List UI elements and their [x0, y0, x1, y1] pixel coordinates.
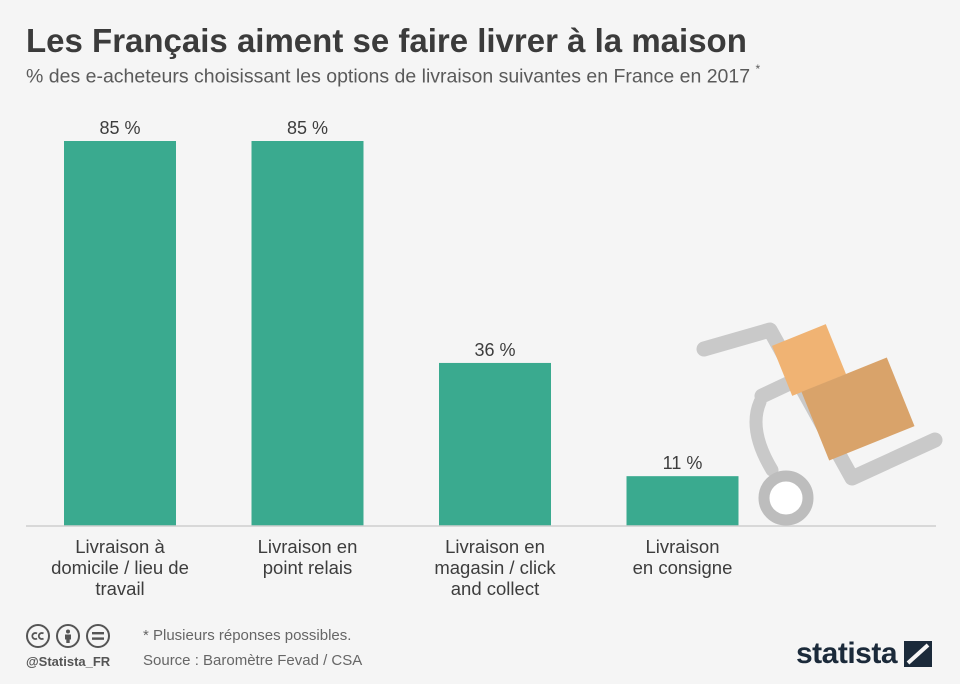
value-label-4: 11 % [663, 453, 703, 473]
value-label-1: 85 % [99, 118, 140, 138]
wheel [758, 470, 814, 526]
category-label-1-line-2: domicile / lieu de [51, 557, 189, 578]
category-label-3-line-1: Livraison en [445, 536, 545, 557]
hand-truck-rail [749, 395, 779, 477]
chart-title: Les Français aiment se faire livrer à la… [26, 22, 747, 59]
statista-logo[interactable]: statista [796, 637, 933, 671]
statista-logo-icon [904, 641, 933, 667]
footnote: * Plusieurs réponses possibles. [143, 627, 352, 644]
attribution-icon [56, 624, 80, 648]
bar-2 [251, 141, 364, 526]
bars-group [64, 141, 739, 526]
category-label-2-line-2: point relais [263, 557, 352, 578]
license-icons [26, 624, 110, 648]
category-label-2-line-1: Livraison en [258, 536, 358, 557]
category-label-3-line-2: magasin / click [434, 557, 556, 578]
large-box [801, 357, 915, 461]
value-labels-group: 85 % 85 % 36 % 11 % [99, 118, 702, 473]
bar-4 [626, 476, 739, 526]
category-label-3-line-3: and collect [451, 578, 539, 599]
bar-3 [439, 362, 551, 526]
category-label-1-line-3: travail [95, 578, 144, 599]
chart-subtitle: % des e-acheteurs choisissant les option… [26, 62, 761, 89]
cc-icon [26, 624, 50, 648]
statista-handle[interactable]: @Statista_FR [26, 654, 111, 669]
source-note: Source : Baromètre Fevad / CSA [143, 652, 363, 669]
category-label-4-line-2: en consigne [633, 557, 733, 578]
bar-1 [64, 141, 176, 526]
small-box [771, 324, 847, 396]
category-label-4-line-1: Livraison [645, 536, 719, 557]
subtitle-footnote-mark: * [755, 62, 761, 76]
hand-truck-illustration [696, 322, 943, 526]
subtitle-text: % des e-acheteurs choisissant les option… [26, 65, 751, 88]
value-label-3: 36 % [474, 340, 515, 360]
no-derivatives-icon [86, 624, 110, 648]
category-label-1-line-1: Livraison à [75, 536, 165, 557]
value-label-2: 85 % [287, 118, 328, 138]
statista-logo-text: statista [796, 637, 898, 670]
